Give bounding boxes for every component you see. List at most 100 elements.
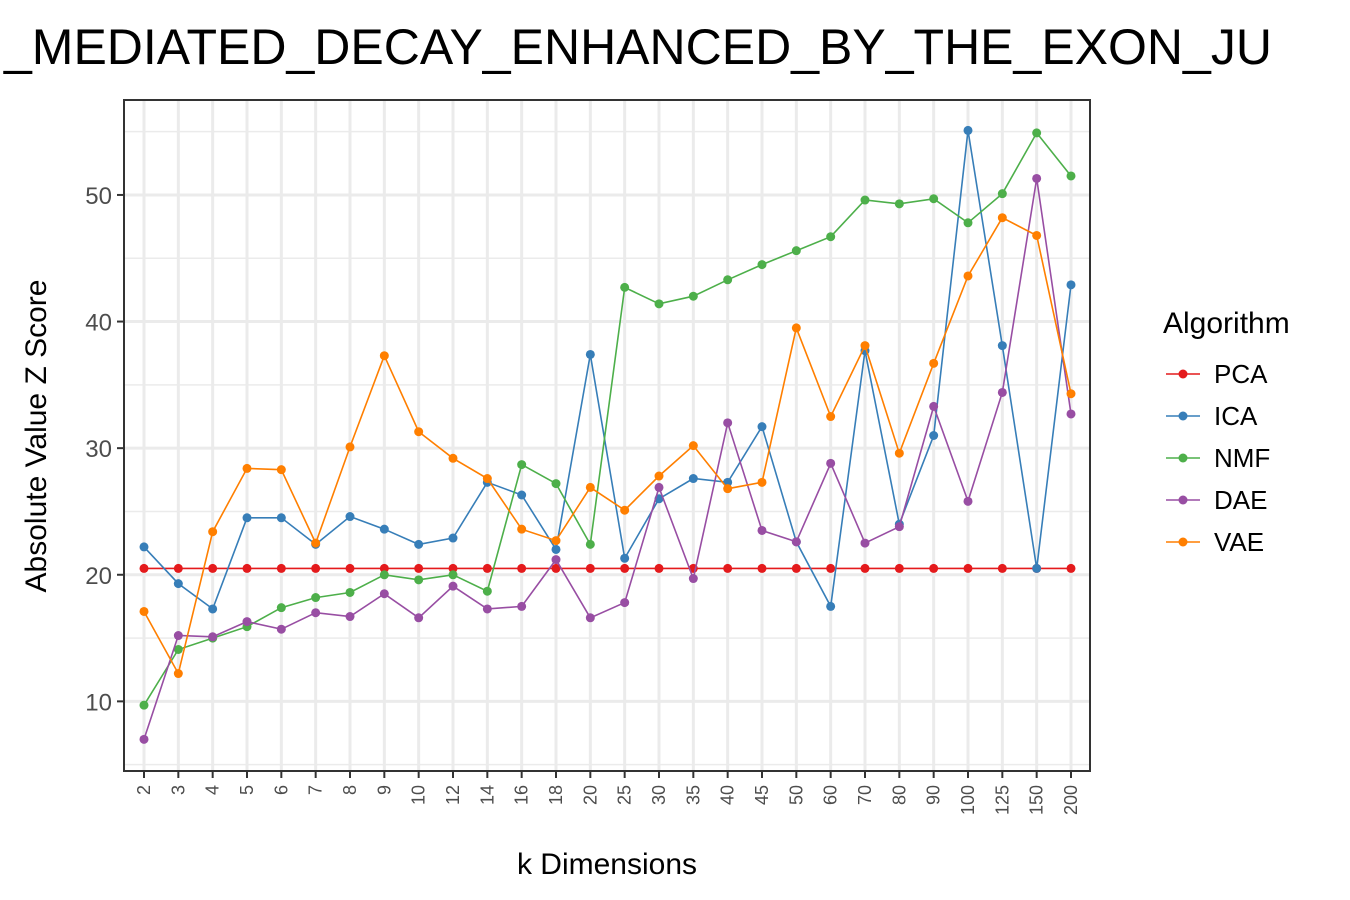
x-tick-label: 10 xyxy=(409,785,429,805)
chart-title: _MEDIATED_DECAY_ENHANCED_BY_THE_EXON_JU xyxy=(3,19,1272,75)
data-point-vae xyxy=(929,358,939,368)
series-dae xyxy=(139,173,1076,744)
x-tick-label: 45 xyxy=(752,785,772,805)
data-point-nmf xyxy=(379,570,389,580)
data-point-ica xyxy=(929,431,939,440)
legend-label: VAE xyxy=(1214,527,1264,557)
data-point-nmf xyxy=(173,644,183,654)
legend-item-vae: VAE xyxy=(1166,527,1264,557)
data-point-dae xyxy=(860,538,870,548)
data-point-vae xyxy=(894,448,904,458)
data-point-pca xyxy=(963,563,973,573)
data-point-vae xyxy=(997,213,1007,223)
data-point-dae xyxy=(414,613,424,623)
data-point-ica xyxy=(757,422,767,432)
data-point-vae xyxy=(757,477,767,487)
x-tick-label: 100 xyxy=(958,785,978,815)
data-point-vae xyxy=(963,271,973,281)
data-point-vae xyxy=(276,465,286,475)
data-point-ica xyxy=(1032,563,1042,573)
data-point-ica xyxy=(448,533,458,543)
x-tick-label: 150 xyxy=(1027,785,1047,815)
data-point-dae xyxy=(276,624,286,634)
data-point-ica xyxy=(242,513,252,523)
data-point-pca xyxy=(551,563,561,573)
y-tick-label: 50 xyxy=(85,183,112,210)
legend-item-dae: DAE xyxy=(1166,485,1267,515)
data-point-nmf xyxy=(551,479,561,489)
data-point-dae xyxy=(551,555,561,565)
y-tick-label: 10 xyxy=(85,689,112,716)
legend-label: NMF xyxy=(1214,443,1270,473)
data-point-dae xyxy=(929,401,939,411)
data-point-nmf xyxy=(757,260,767,270)
legend-label: PCA xyxy=(1214,359,1268,389)
data-point-pca xyxy=(894,563,904,573)
data-point-vae xyxy=(1066,389,1076,399)
data-point-dae xyxy=(757,525,767,535)
data-point-pca xyxy=(311,563,321,573)
data-point-dae xyxy=(1032,173,1042,183)
data-point-pca xyxy=(997,563,1007,573)
legend-item-pca: PCA xyxy=(1166,359,1268,389)
data-point-ica xyxy=(276,513,286,523)
data-point-pca xyxy=(208,563,218,573)
data-point-dae xyxy=(688,574,698,584)
data-point-dae xyxy=(826,458,836,468)
data-point-nmf xyxy=(894,199,904,209)
grid-major xyxy=(124,100,1090,771)
legend-title: Algorithm xyxy=(1163,307,1290,340)
data-point-pca xyxy=(654,563,664,573)
data-point-dae xyxy=(311,608,321,618)
data-point-dae xyxy=(620,598,630,608)
data-point-nmf xyxy=(276,603,286,613)
x-tick-label: 90 xyxy=(924,785,944,805)
data-point-dae xyxy=(517,601,527,611)
data-point-dae xyxy=(723,418,733,428)
data-point-pca xyxy=(139,563,149,573)
data-point-vae xyxy=(414,427,424,437)
data-point-vae xyxy=(482,474,492,484)
x-tick-label: 9 xyxy=(374,785,394,795)
data-point-pca xyxy=(929,563,939,573)
series-vae xyxy=(139,213,1076,679)
legend-key-point xyxy=(1178,411,1188,421)
data-point-vae xyxy=(620,505,630,515)
data-point-nmf xyxy=(620,282,630,292)
legend-label: DAE xyxy=(1214,485,1267,515)
data-point-nmf xyxy=(448,570,458,580)
x-tick-label: 40 xyxy=(718,785,738,805)
x-tick-label: 14 xyxy=(477,785,497,805)
data-point-ica xyxy=(585,349,595,359)
data-point-vae xyxy=(723,484,733,494)
legend-key-point xyxy=(1178,537,1188,547)
data-point-pca xyxy=(448,563,458,573)
data-point-nmf xyxy=(311,593,321,603)
x-tick-label: 60 xyxy=(821,785,841,805)
data-point-vae xyxy=(345,442,355,452)
data-point-ica xyxy=(620,553,630,563)
data-point-ica xyxy=(379,524,389,534)
plot-panel-border xyxy=(123,99,1091,772)
data-point-ica xyxy=(826,601,836,611)
data-point-nmf xyxy=(654,299,664,309)
x-tick-label: 50 xyxy=(786,785,806,805)
data-point-dae xyxy=(1066,409,1076,419)
data-point-dae xyxy=(242,617,252,627)
data-point-dae xyxy=(791,537,801,547)
data-point-pca xyxy=(482,563,492,573)
legend-label: ICA xyxy=(1214,401,1258,431)
data-point-pca xyxy=(276,563,286,573)
data-point-pca xyxy=(414,563,424,573)
data-point-ica xyxy=(1066,280,1076,290)
x-tick-label: 200 xyxy=(1061,785,1081,815)
data-point-vae xyxy=(654,471,664,481)
data-point-vae xyxy=(448,453,458,463)
data-point-dae xyxy=(894,522,904,532)
data-point-dae xyxy=(963,496,973,506)
x-tick-label: 7 xyxy=(306,785,326,795)
data-point-dae xyxy=(654,482,664,492)
data-point-pca xyxy=(791,563,801,573)
data-point-nmf xyxy=(723,275,733,285)
